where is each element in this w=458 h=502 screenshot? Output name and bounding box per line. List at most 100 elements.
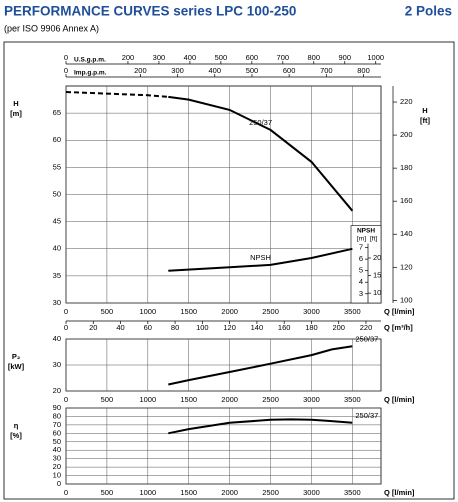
y-tick-label: 30 <box>53 298 61 307</box>
curve <box>168 345 353 386</box>
top-tick-label: 900 <box>339 53 352 62</box>
y-tick-label: 30 <box>53 454 61 463</box>
subtitle: (per ISO 9906 Annex A) <box>4 23 99 33</box>
x-tick-label: 2000 <box>221 488 238 497</box>
top-tick-label: 0 <box>64 53 68 62</box>
y-axis-label: [kW] <box>8 362 25 371</box>
poles: 2 Poles <box>405 4 452 19</box>
curve-label: 250/37 <box>355 334 378 343</box>
bottom-tick-label: 20 <box>89 323 97 332</box>
curve <box>168 247 353 272</box>
bottom-tick-label: 200 <box>332 323 345 332</box>
top-tick-label: 600 <box>283 66 296 75</box>
curve <box>168 418 353 435</box>
npsh-ft-tick-label: 10 <box>373 288 381 297</box>
y2-tick-label: 100 <box>400 295 413 304</box>
bottom-tick-label: 80 <box>171 323 179 332</box>
npsh-box <box>350 225 382 304</box>
x-tick-label: 500 <box>101 395 114 404</box>
bottom-tick-label: 100 <box>196 323 209 332</box>
x-tick-label: 1000 <box>139 307 156 316</box>
npsh-m-tick-label: 7 <box>359 243 363 252</box>
curve-label: NPSH <box>250 253 271 262</box>
bottom-tick-label: 120 <box>223 323 236 332</box>
bottom-tick-label: 220 <box>360 323 373 332</box>
top-tick-label: 400 <box>209 66 222 75</box>
npsh-title: NPSH <box>357 227 375 234</box>
y2-tick-label: 180 <box>400 163 413 172</box>
y-tick-label: 20 <box>53 386 61 395</box>
y-axis-label: η <box>14 421 19 430</box>
top-tick-label: 300 <box>171 66 184 75</box>
x-tick-label: 0 <box>64 307 68 316</box>
y-tick-label: 70 <box>53 420 61 429</box>
x-tick-label: 2000 <box>221 395 238 404</box>
top-tick-label: 800 <box>308 53 321 62</box>
y-tick-label: 50 <box>53 437 61 446</box>
bottom-tick-label: 0 <box>64 323 68 332</box>
x-tick-label: 1000 <box>139 488 156 497</box>
x-tick-label: 2500 <box>262 307 279 316</box>
top-tick-label: 0 <box>64 66 68 75</box>
y-tick-label: 30 <box>53 360 61 369</box>
top-tick-label: 200 <box>122 53 135 62</box>
npsh-ft-tick-label: 20 <box>373 253 381 262</box>
top-tick-label: 700 <box>320 66 333 75</box>
curve <box>168 95 354 212</box>
x-tick-label: 1500 <box>180 488 197 497</box>
x-tick-label: 2500 <box>262 395 279 404</box>
title: PERFORMANCE CURVES series LPC 100-250 <box>4 4 296 19</box>
y-axis-label: [%] <box>10 431 22 440</box>
y2-axis-label: [ft] <box>420 116 430 125</box>
y2-axis-label: H <box>422 106 427 115</box>
top-axis-label: Imp.g.p.m. <box>74 70 107 77</box>
y-tick-label: 35 <box>53 271 61 280</box>
top-tick-label: 600 <box>246 53 259 62</box>
x-tick-label: 3500 <box>344 488 361 497</box>
x-tick-label: 1500 <box>180 395 197 404</box>
curve-label: 250/37 <box>355 411 378 420</box>
y-axis-label: P₂ <box>12 352 20 361</box>
top-tick-label: 400 <box>184 53 197 62</box>
x-tick-label: 1500 <box>180 307 197 316</box>
y-tick-label: 55 <box>53 162 61 171</box>
bottom-tick-label: 40 <box>116 323 124 332</box>
y-tick-label: 40 <box>53 244 61 253</box>
bottom-axis-label: Q [m³/h] <box>384 323 413 332</box>
x-axis-label: Q [l/min] <box>384 307 415 316</box>
y-tick-label: 0 <box>57 479 61 488</box>
x-tick-label: 2000 <box>221 307 238 316</box>
bottom-tick-label: 60 <box>144 323 152 332</box>
outer-frame <box>3 41 455 500</box>
plot-area <box>65 407 382 485</box>
y-axis-label: [m] <box>10 109 22 118</box>
top-tick-label: 500 <box>246 66 259 75</box>
npsh-m-tick-label: 3 <box>359 289 363 298</box>
top-axis-label: U.S.g.p.m. <box>74 57 106 64</box>
x-tick-label: 500 <box>101 307 114 316</box>
y2-tick-label: 160 <box>400 196 413 205</box>
x-tick-label: 3000 <box>303 395 320 404</box>
x-axis-label: Q [l/min] <box>384 488 415 497</box>
y-tick-label: 50 <box>53 189 61 198</box>
x-tick-label: 3500 <box>344 395 361 404</box>
x-tick-label: 3000 <box>303 307 320 316</box>
curve-label: 250/37 <box>249 118 272 127</box>
npsh-ft-label: [ft] <box>370 235 377 242</box>
y2-tick-label: 120 <box>400 262 413 271</box>
y-tick-label: 60 <box>53 135 61 144</box>
x-tick-label: 0 <box>64 395 68 404</box>
x-axis-label: Q [l/min] <box>384 395 415 404</box>
top-tick-label: 300 <box>153 53 166 62</box>
y2-tick-label: 220 <box>400 97 413 106</box>
top-tick-label: 700 <box>277 53 290 62</box>
y2-tick-label: 140 <box>400 229 413 238</box>
npsh-ft-tick-label: 15 <box>373 271 381 280</box>
npsh-m-tick-label: 4 <box>359 277 363 286</box>
top-tick-label: 500 <box>215 53 228 62</box>
y-tick-label: 80 <box>53 411 61 420</box>
y-tick-label: 90 <box>53 403 61 412</box>
y-tick-label: 10 <box>53 471 61 480</box>
